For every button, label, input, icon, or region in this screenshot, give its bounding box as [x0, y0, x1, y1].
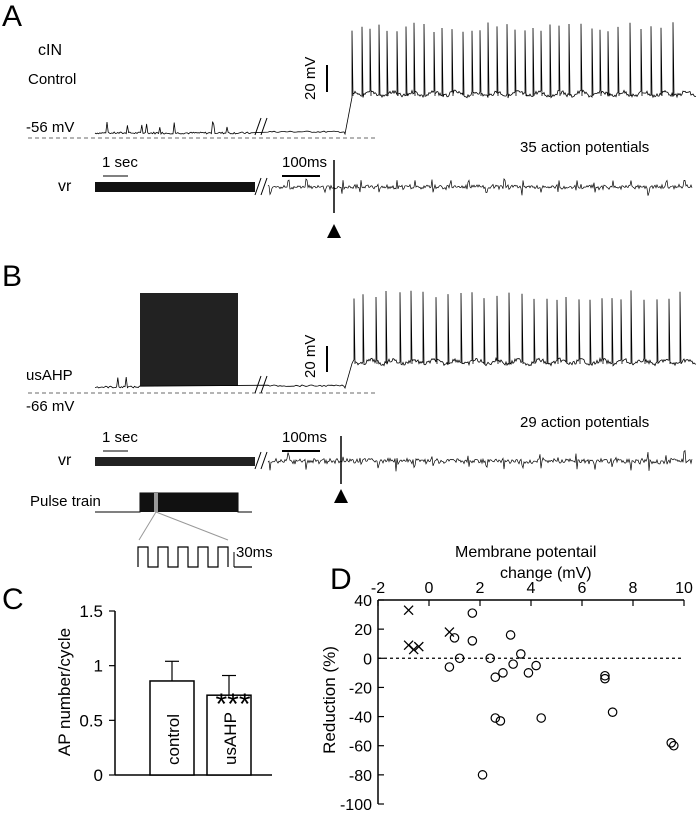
significance-marker-c: ***	[215, 688, 250, 721]
vr-trace-dense-b	[95, 457, 255, 466]
x-tick-label-d: 0	[425, 580, 434, 597]
panel-letter-d: D	[330, 563, 352, 596]
category-label-c: control	[164, 714, 183, 765]
bar-c	[206, 694, 252, 776]
scatter-chart-d: -2 0 2 4 6 8 1040200-20-40-60-80-100Reduction …	[320, 580, 693, 814]
scatter-point-circle	[668, 740, 679, 751]
stimulus-arrow-b	[334, 489, 348, 503]
membrane-trace-b	[94, 290, 697, 390]
panel-letter-c: C	[2, 583, 24, 616]
scatter-point-circle	[490, 672, 501, 683]
axis-break-vr-b	[254, 451, 268, 470]
zoom-line-left	[138, 511, 157, 541]
scatter-point-circle	[600, 673, 610, 684]
y-tick-label-d: 20	[354, 622, 372, 639]
vr-trace-a	[267, 177, 693, 196]
pulse-train-block	[140, 493, 238, 512]
bar-chart-c: 0 0.5 1 1.5 AP number/cycle control usAHP***	[55, 602, 272, 785]
y-tick-label-d: 0	[363, 651, 372, 668]
vr-label-b: vr	[58, 452, 72, 469]
scatter-point-circle	[515, 649, 526, 659]
scatter-point-circle	[607, 707, 618, 717]
time-scale-100ms-b: 100ms	[282, 429, 328, 446]
category-label-c: usAHP	[221, 712, 240, 765]
condition-label-control: Control	[28, 71, 77, 88]
y-tick-label-d: -60	[349, 739, 372, 756]
scatter-point-circle	[449, 633, 460, 643]
y-tick-label-c: 1.5	[79, 602, 103, 621]
scatter-point-circle	[477, 770, 488, 780]
time-scale-1sec-a: 1 sec	[102, 154, 138, 171]
pulse-square-wave	[137, 546, 229, 568]
scatter-point-x	[403, 605, 414, 616]
y-axis-label-d: Reduction (%)	[320, 646, 339, 754]
y-axis-label-c: AP number/cycle	[55, 628, 74, 756]
scatter-point-circle	[498, 668, 508, 678]
x-tick-label-d: 8	[629, 580, 638, 597]
scatter-point-circle	[505, 630, 516, 640]
y-tick-label-d: 40	[354, 593, 372, 610]
y-tick-label-c: 0.5	[79, 711, 103, 730]
scatter-point-x	[413, 641, 424, 652]
scatter-point-circle	[444, 662, 455, 672]
scatter-point-circle	[490, 713, 501, 723]
x-tick-label-d: 10	[675, 580, 693, 597]
pulse-train-label: Pulse train	[30, 493, 101, 510]
panel-letter-b: B	[2, 260, 23, 293]
voltage-scale-label-b: 20 mV	[302, 334, 319, 378]
scatter-point-circle	[531, 660, 541, 671]
x-tick-label-d: 6	[578, 580, 587, 597]
vr-trace-dense-a	[95, 182, 255, 192]
stimulus-arrow-a	[327, 224, 341, 238]
axis-break-vr-a	[254, 177, 268, 196]
vr-label-a: vr	[58, 178, 72, 195]
bar-c	[149, 680, 195, 776]
ap-count-b: 29 action potentials	[520, 414, 650, 431]
pulse-scale-label: 30ms	[236, 544, 273, 561]
y-tick-label-d: -40	[349, 710, 372, 727]
zoom-line-right	[155, 511, 229, 541]
scatter-point-circle	[495, 716, 506, 726]
scatter-point-circle	[467, 635, 478, 646]
x-tick-label-d: 2	[476, 580, 485, 597]
panel-letter-a: A	[2, 0, 23, 33]
scatter-point-circle	[508, 659, 518, 669]
y-tick-label-d: -20	[349, 680, 372, 697]
time-scale-100ms-a: 100ms	[282, 154, 328, 171]
y-tick-label-d: -100	[340, 797, 372, 814]
membrane-trace-a	[94, 22, 697, 136]
axis-break-b	[254, 375, 268, 394]
top-axis-label-line1: Membrane potentail	[455, 544, 597, 561]
scatter-point-circle	[467, 608, 478, 618]
condition-label-usahp: usAHP	[26, 367, 73, 384]
scatter-point-x	[408, 644, 419, 655]
pulse-train-zoom-marker	[154, 493, 158, 512]
y-tick-label-c: 0	[94, 766, 103, 785]
rest-potential-b: -66 mV	[26, 398, 75, 415]
x-tick-label-d: -2	[371, 580, 385, 597]
cell-label: cIN	[38, 42, 62, 59]
pulse-train-response-block	[140, 293, 238, 386]
scatter-point-circle	[485, 653, 495, 664]
y-tick-label-c: 1	[94, 657, 103, 676]
y-tick-label-d: -80	[349, 768, 372, 785]
ap-count-a: 35 action potentials	[520, 139, 650, 156]
scatter-point-circle	[666, 737, 677, 748]
scatter-point-circle	[523, 668, 534, 678]
vr-trace-b	[267, 449, 693, 472]
scatter-point-circle	[600, 670, 610, 681]
scatter-point-x	[444, 627, 455, 638]
x-tick-label-d: 4	[527, 580, 536, 597]
scatter-point-circle	[536, 713, 546, 723]
scatter-point-circle	[454, 653, 465, 664]
time-scale-1sec-b: 1 sec	[102, 429, 138, 446]
top-axis-label-line2: change (mV)	[500, 565, 592, 582]
rest-potential-a: -56 mV	[26, 119, 75, 136]
axis-break-a	[254, 117, 268, 136]
